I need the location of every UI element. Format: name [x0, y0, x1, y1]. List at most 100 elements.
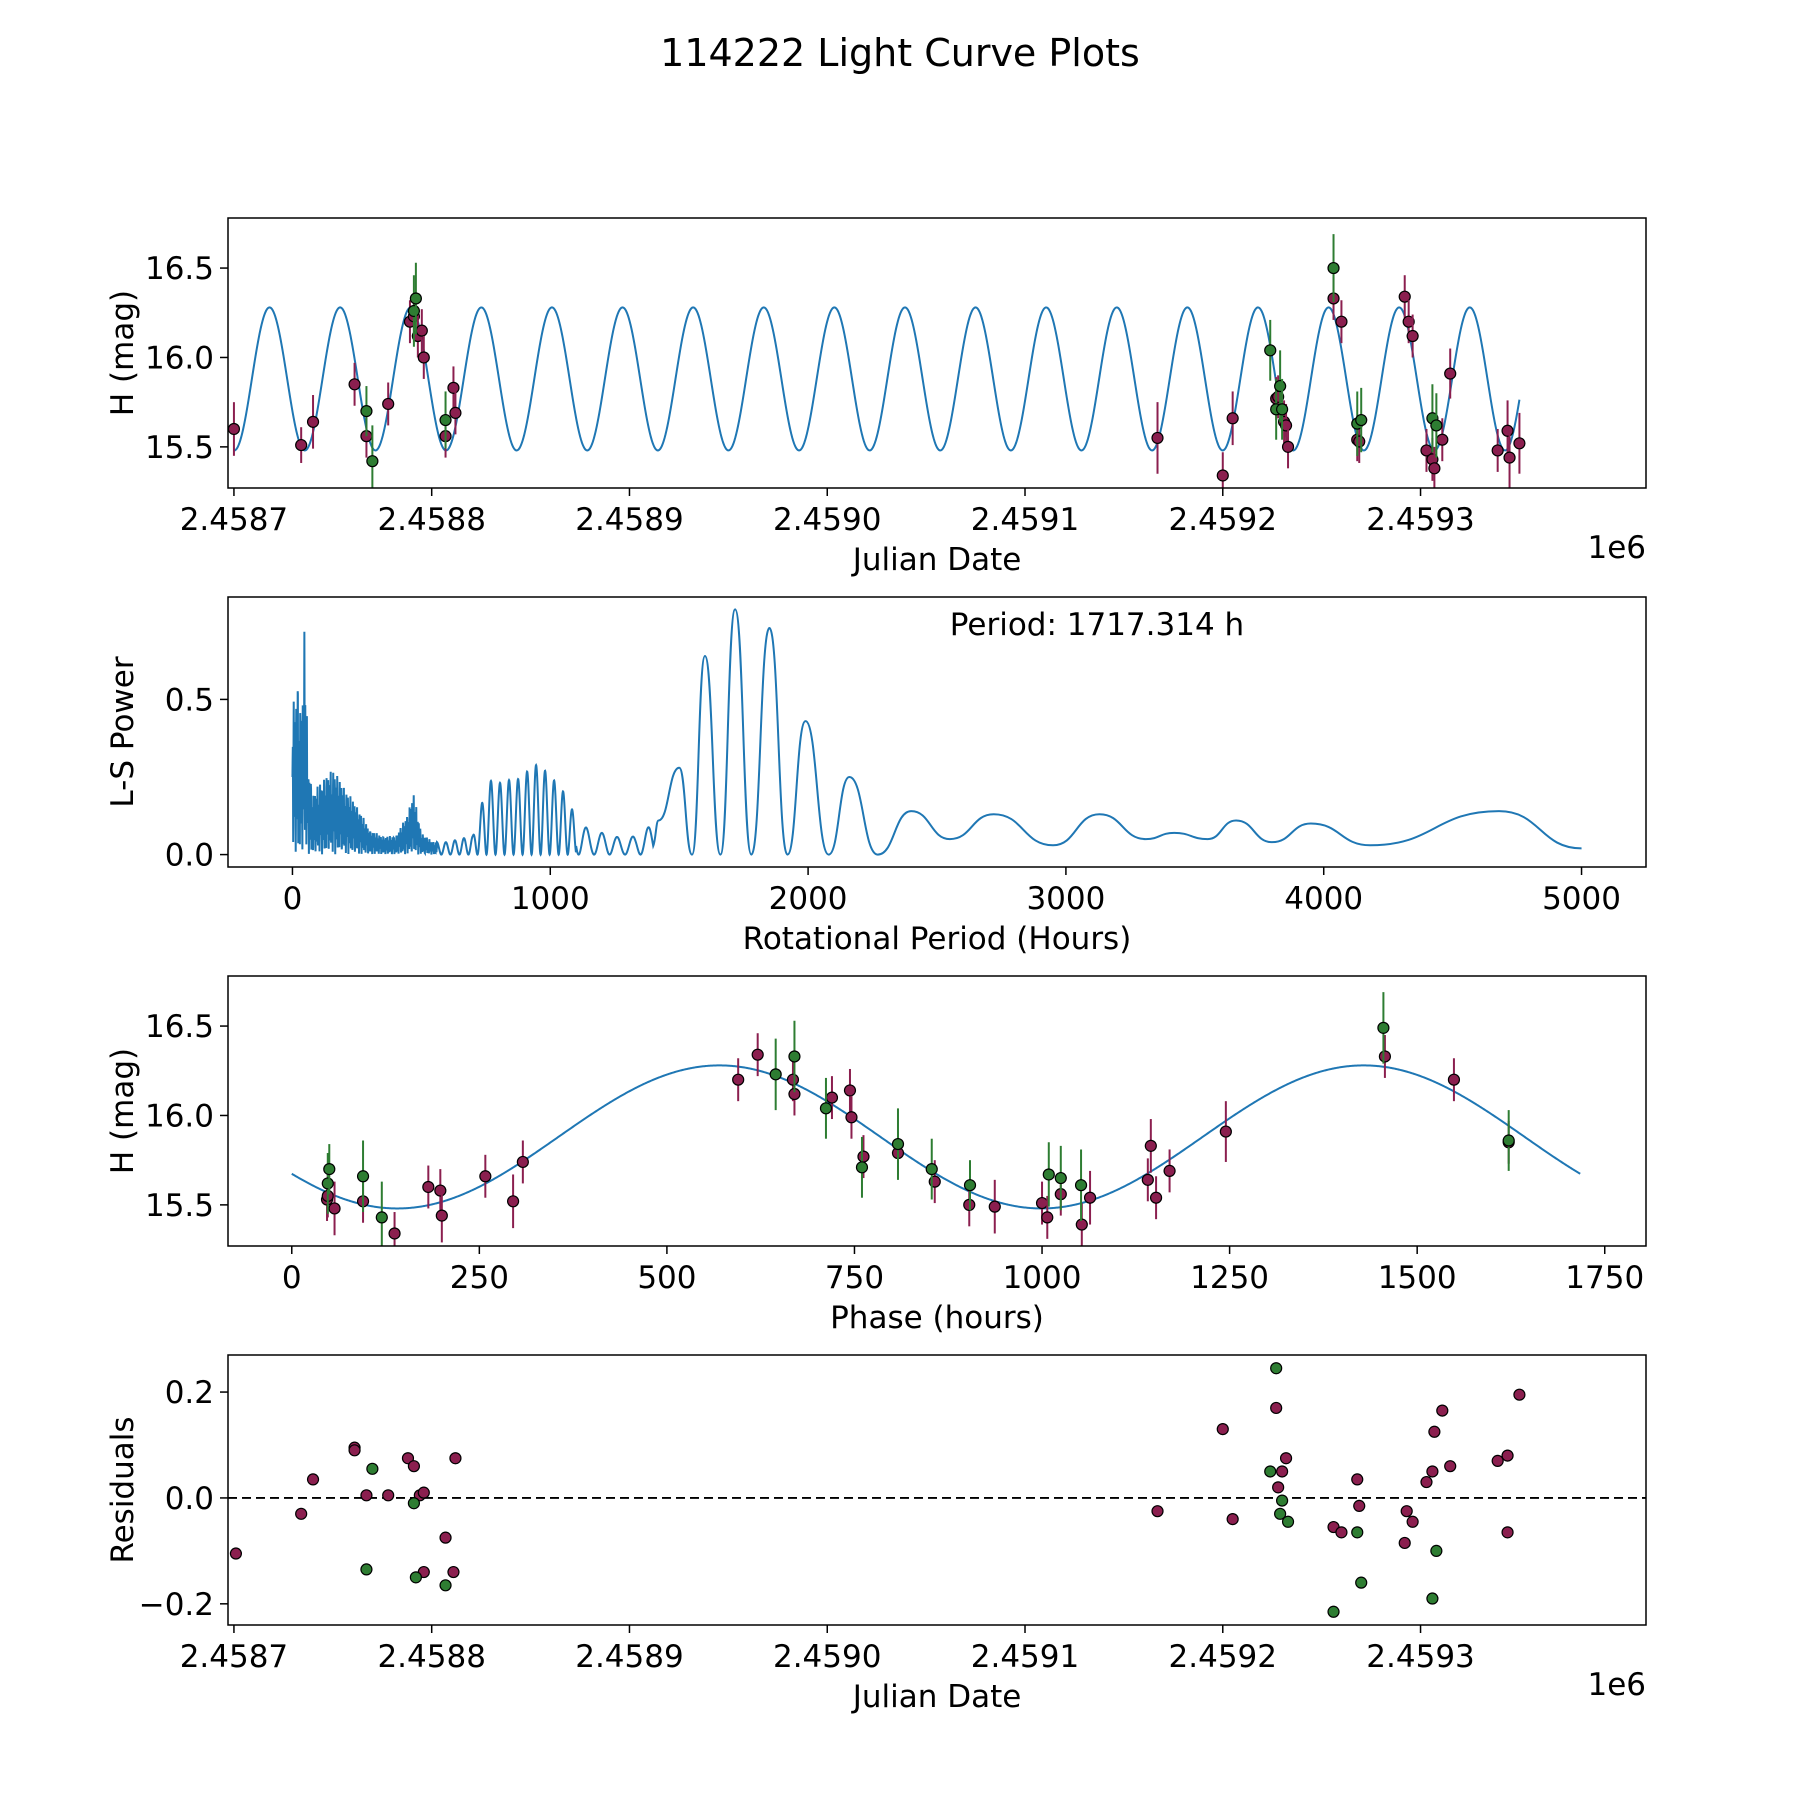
x-axis-label: Julian Date: [851, 1679, 1022, 1715]
x-tick-label: 2.4593: [1366, 1639, 1474, 1675]
data-point-r: [417, 351, 430, 364]
x-tick-label: 2.4593: [1366, 502, 1474, 538]
data-point-r: [1270, 1401, 1283, 1415]
y-axis-label: H (mag): [105, 1048, 141, 1174]
data-point-r: [1513, 1388, 1526, 1401]
data-point-g: [1276, 1494, 1289, 1507]
data-point-r: [1281, 440, 1295, 453]
data-point-r: [1400, 1505, 1413, 1518]
data-point-r: [1144, 1139, 1157, 1152]
y-axis-label: H (mag): [105, 290, 141, 416]
y-tick-label: 16.5: [145, 1009, 214, 1045]
model-curve: [233, 306, 1521, 452]
data-point-r: [1351, 1473, 1364, 1486]
x-tick-label: 5000: [1542, 881, 1621, 917]
data-point-r: [306, 1473, 320, 1486]
x-tick-label: 0: [282, 1260, 302, 1296]
data-point-g: [1054, 1171, 1067, 1185]
period-annotation: Period: 1717.314 h: [950, 607, 1244, 643]
data-point-r: [1444, 1460, 1457, 1473]
data-point-r: [1163, 1164, 1176, 1178]
data-point-r: [328, 1202, 341, 1215]
data-point-g: [1327, 261, 1340, 275]
data-point-g: [1351, 1526, 1364, 1539]
data-point-g: [1377, 1021, 1390, 1034]
x-tick-label: 2.4591: [971, 1639, 1079, 1675]
x-tick-label: 1750: [1565, 1260, 1644, 1296]
data-point-g: [769, 1068, 782, 1081]
axes-frame: [227, 596, 1647, 868]
y-tick-label: 0.5: [165, 682, 214, 718]
data-point-r: [479, 1170, 492, 1183]
data-point-g: [1274, 379, 1287, 393]
data-point-r: [1226, 1513, 1239, 1526]
data-point-r: [295, 438, 308, 452]
data-point-r: [422, 1180, 435, 1194]
data-point-g: [360, 405, 373, 418]
data-point-r: [1402, 315, 1415, 328]
data-point-r: [1491, 1454, 1504, 1467]
x-tick-label: 1250: [1190, 1260, 1269, 1296]
data-point-r: [516, 1155, 529, 1169]
data-point-g: [1426, 1592, 1439, 1605]
y-tick-label: 0.0: [165, 1481, 214, 1517]
data-point-r: [348, 378, 361, 391]
panel-phased: 0 250 500 750 1000 1250 1500 1750 15.5 16.0 16.5 Ph…: [105, 975, 1647, 1336]
x-tick-label: 2.4591: [971, 502, 1079, 538]
data-point-g: [366, 1462, 379, 1475]
data-point-r: [306, 415, 320, 428]
x-tick-label: 0: [283, 881, 303, 917]
x-axis-label: Julian Date: [851, 542, 1022, 578]
data-point-g: [1502, 1134, 1515, 1147]
data-point-g: [1074, 1179, 1088, 1192]
data-point-r: [1216, 1423, 1229, 1436]
data-point-g: [407, 1497, 421, 1510]
data-point-r: [1406, 329, 1419, 343]
data-point-r: [449, 1452, 462, 1465]
data-point-r: [1428, 1425, 1441, 1438]
x-tick-label: 2.4587: [180, 1639, 288, 1675]
x-tick-label: 3000: [1026, 881, 1105, 917]
x-tick-label: 2.4588: [377, 1639, 485, 1675]
data-point-g: [407, 304, 421, 318]
data-point-g: [409, 1571, 422, 1584]
data-point-r: [1335, 1526, 1348, 1539]
plot-area: [291, 992, 1581, 1246]
data-point-r: [1436, 433, 1449, 446]
data-point-g: [855, 1161, 869, 1174]
data-point-r: [1226, 412, 1239, 425]
data-point-r: [843, 1084, 857, 1097]
data-point-g: [891, 1137, 905, 1151]
data-point-r: [1436, 1404, 1449, 1417]
data-point-g: [321, 1177, 334, 1190]
data-point-r: [295, 1507, 308, 1520]
data-point-g: [1264, 1465, 1277, 1478]
data-point-r: [845, 1111, 858, 1124]
data-point-r: [1276, 1465, 1289, 1478]
data-point-g: [366, 455, 379, 468]
data-point-r: [1491, 444, 1504, 457]
data-point-r: [228, 422, 241, 436]
data-point-g: [1042, 1168, 1055, 1181]
data-point-r: [415, 324, 428, 337]
x-tick-label: 2.4589: [575, 1639, 683, 1675]
data-point-r: [751, 1048, 764, 1061]
data-point-r: [1378, 1050, 1392, 1063]
data-point-g: [1327, 1605, 1340, 1618]
data-point-g: [439, 1579, 452, 1592]
data-point-r: [1503, 451, 1516, 464]
axes-frame: [227, 1354, 1647, 1626]
data-point-r: [417, 1486, 430, 1499]
data-point-r: [1353, 1499, 1366, 1512]
periodogram-line: [291, 608, 1582, 857]
data-point-r: [1406, 1515, 1419, 1528]
panel-residuals: 2.4587 2.4588 2.4589 2.4590 2.4591 2.4592 2.45…: [105, 1354, 1647, 1715]
data-point-r: [382, 397, 395, 411]
data-point-r: [449, 406, 462, 420]
x-tick-label: 2.4589: [575, 502, 683, 538]
data-point-g: [439, 413, 452, 427]
data-point-g: [1276, 403, 1289, 416]
data-point-r: [1428, 462, 1441, 475]
data-point-r: [825, 1091, 839, 1104]
